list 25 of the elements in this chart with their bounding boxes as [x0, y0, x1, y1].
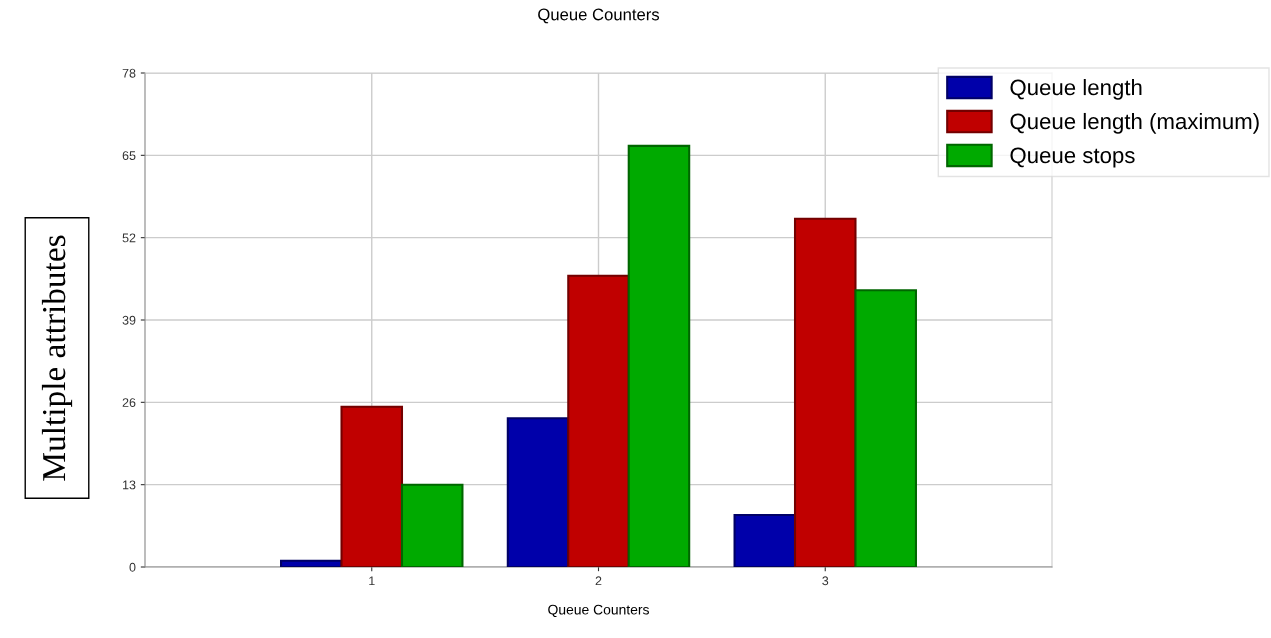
y-axis-title: Multiple attributes — [41, 235, 73, 481]
legend-label: Queue length — [1010, 79, 1142, 100]
x-tick-label: 3 — [822, 576, 829, 586]
y-tick-label: 52 — [122, 233, 136, 243]
y-tick-label: 26 — [122, 398, 136, 407]
legend-label: Queue stops — [1010, 147, 1135, 168]
bar — [340, 405, 404, 567]
x-axis-title: Queue Counters — [548, 604, 649, 618]
y-tick-label: 39 — [122, 315, 136, 325]
legend-label: Queue length (maximum) — [1010, 112, 1259, 134]
bar — [280, 559, 343, 567]
x-tick-label: 2 — [595, 576, 602, 586]
bar — [627, 144, 691, 567]
bar — [506, 417, 570, 567]
y-tick-label: 65 — [122, 151, 136, 160]
y-tick-label: 13 — [123, 480, 136, 490]
x-tick-label: 1 — [369, 576, 375, 586]
chart-title: Queue Counters — [538, 8, 660, 24]
bar — [400, 483, 464, 567]
bar — [567, 274, 630, 567]
y-tick-label: 0 — [129, 562, 136, 572]
bar — [854, 289, 917, 567]
bar — [793, 217, 857, 567]
bar — [733, 514, 797, 567]
y-tick-label: 78 — [122, 68, 136, 78]
